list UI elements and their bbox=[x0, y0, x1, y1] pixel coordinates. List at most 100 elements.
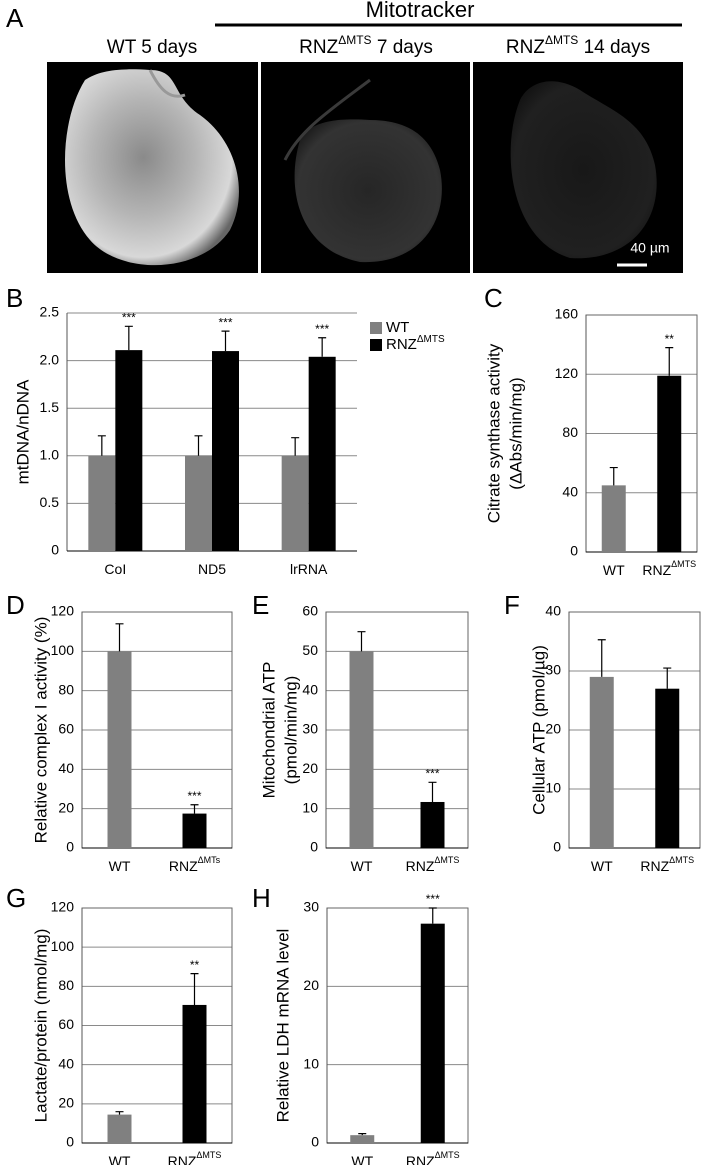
panel-title: Mitotracker bbox=[366, 0, 475, 22]
y-tick-label: 10 bbox=[545, 780, 561, 796]
y-tick-label: 20 bbox=[58, 1095, 74, 1111]
image-label: RNZΔMTS 14 days bbox=[506, 33, 650, 58]
panel-letter: E bbox=[252, 590, 269, 620]
error-bar bbox=[597, 639, 606, 677]
panel-letter: G bbox=[6, 883, 26, 913]
plot-frame bbox=[326, 907, 469, 1144]
y-axis-label: Relative LDH mRNA level bbox=[273, 929, 292, 1123]
panel-letter: C bbox=[484, 283, 503, 313]
bar bbox=[281, 455, 309, 551]
bar bbox=[182, 813, 207, 848]
y-tick-label: 40 bbox=[302, 681, 318, 697]
y-axis-label: Cellular ATP (pmol/µg) bbox=[529, 645, 548, 815]
bar bbox=[107, 1114, 132, 1143]
y-axis-label: Citrate synthase activity bbox=[484, 343, 503, 523]
y-tick-label: 30 bbox=[302, 721, 318, 737]
y-tick-label: 0 bbox=[66, 839, 74, 855]
error-bar bbox=[665, 346, 674, 376]
y-tick-label: 0 bbox=[311, 1134, 319, 1150]
micrograph bbox=[473, 62, 683, 273]
y-tick-label: 100 bbox=[51, 938, 75, 954]
significance-label: *** bbox=[187, 789, 201, 803]
bar bbox=[88, 455, 116, 551]
error-bar bbox=[663, 667, 672, 689]
significance-label: *** bbox=[425, 766, 439, 780]
bar bbox=[185, 455, 212, 551]
significance-label: *** bbox=[218, 315, 232, 329]
significance-label: *** bbox=[315, 322, 329, 336]
y-axis-label: Lactate/protein (nmol/mg) bbox=[31, 929, 50, 1123]
y-axis-label: Mitochondrial ATP bbox=[259, 662, 278, 799]
y-tick-label: 60 bbox=[302, 603, 318, 619]
image-label: WT 5 days bbox=[107, 37, 197, 58]
y-tick-label: 80 bbox=[562, 424, 578, 440]
legend-label: WT bbox=[386, 319, 409, 336]
image-label: RNZΔMTS 7 days bbox=[299, 33, 433, 58]
y-tick-label: 80 bbox=[58, 977, 74, 993]
bar bbox=[107, 651, 132, 848]
x-tick-label: WT bbox=[109, 1153, 131, 1165]
error-bar bbox=[318, 337, 327, 357]
y-tick-label: 80 bbox=[58, 681, 74, 697]
error-bar bbox=[190, 804, 199, 814]
error-bar bbox=[221, 330, 230, 352]
y-tick-label: 40 bbox=[58, 760, 74, 776]
bar bbox=[350, 1135, 375, 1143]
y-tick-label: 0 bbox=[51, 542, 59, 558]
x-tick-label: WT bbox=[109, 858, 131, 874]
panel-letter: A bbox=[6, 3, 24, 33]
y-tick-label: 60 bbox=[58, 721, 74, 737]
error-bar bbox=[428, 781, 437, 802]
bar bbox=[420, 801, 445, 848]
error-bar bbox=[115, 1111, 124, 1115]
y-tick-label: 1.0 bbox=[40, 447, 60, 463]
y-tick-label: 40 bbox=[545, 603, 561, 619]
error-bar bbox=[428, 907, 437, 924]
bar bbox=[657, 375, 682, 552]
bar bbox=[115, 350, 143, 551]
bar bbox=[212, 351, 239, 551]
bar bbox=[601, 485, 626, 552]
y-tick-label: 0 bbox=[310, 839, 318, 855]
x-tick-label: WT bbox=[351, 1153, 373, 1165]
panel-letter: B bbox=[6, 283, 23, 313]
y-tick-label: 20 bbox=[58, 799, 74, 815]
x-tick-label: RNZΔMTS bbox=[406, 1150, 460, 1165]
legend-swatch bbox=[370, 322, 382, 334]
y-axis-label: (pmol/min/mg) bbox=[281, 676, 300, 785]
significance-label: ** bbox=[665, 332, 675, 346]
micrograph bbox=[261, 62, 470, 273]
y-tick-label: 60 bbox=[58, 1016, 74, 1032]
y-tick-label: 160 bbox=[555, 306, 579, 322]
legend-label: RNZΔMTS bbox=[386, 334, 445, 353]
x-tick-label: RNZΔMTs bbox=[169, 855, 221, 873]
y-tick-label: 40 bbox=[58, 1055, 74, 1071]
y-tick-label: 2.5 bbox=[40, 304, 60, 320]
y-tick-label: 0 bbox=[570, 543, 578, 559]
error-bar bbox=[358, 1133, 367, 1136]
significance-label: *** bbox=[426, 892, 440, 906]
x-tick-label: lrRNA bbox=[290, 561, 328, 577]
y-tick-label: 120 bbox=[51, 899, 75, 915]
x-tick-label: RNZΔMTS bbox=[642, 559, 696, 577]
bar bbox=[308, 356, 336, 551]
y-tick-label: 20 bbox=[545, 721, 561, 737]
y-tick-label: 40 bbox=[562, 483, 578, 499]
panel-letter: D bbox=[6, 590, 25, 620]
x-tick-label: WT bbox=[603, 562, 625, 578]
y-tick-label: 0.5 bbox=[40, 494, 60, 510]
y-axis-label: (ΔAbs/min/mg) bbox=[506, 377, 525, 489]
bar bbox=[349, 651, 374, 848]
x-tick-label: RNZΔMTS bbox=[640, 855, 694, 873]
y-tick-label: 10 bbox=[303, 1055, 319, 1071]
y-tick-label: 2.0 bbox=[40, 351, 60, 367]
x-tick-label: CoI bbox=[104, 561, 126, 577]
bar bbox=[655, 688, 680, 848]
x-tick-label: WT bbox=[351, 858, 373, 874]
y-tick-label: 0 bbox=[553, 839, 561, 855]
y-tick-label: 30 bbox=[303, 899, 319, 915]
y-tick-label: 1.5 bbox=[40, 399, 60, 415]
error-bar bbox=[115, 623, 124, 652]
error-bar bbox=[194, 435, 203, 456]
error-bar bbox=[190, 973, 199, 1005]
